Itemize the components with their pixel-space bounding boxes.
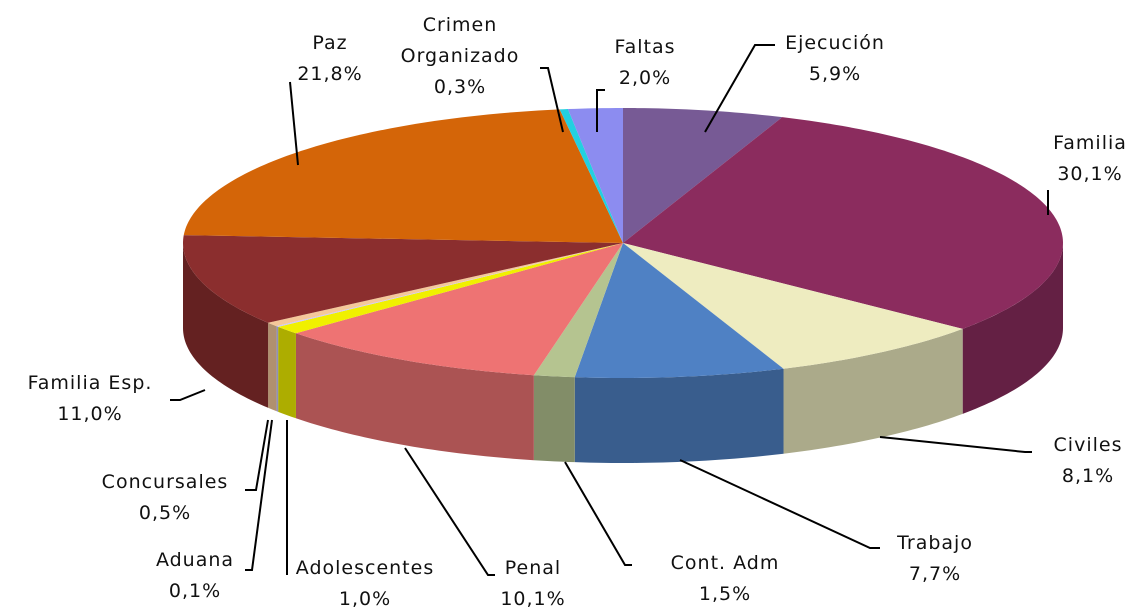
- pie-wall: [268, 322, 277, 412]
- leader-line: [564, 461, 632, 566]
- value-label: 2,0%: [618, 67, 672, 89]
- category-label: Cont. Adm: [670, 552, 780, 574]
- slice-label: Penal 10,1%: [473, 553, 593, 615]
- pie-slice: [276, 243, 623, 327]
- leader-line: [289, 81, 299, 166]
- pie-wall: [276, 326, 279, 412]
- pie-slice: [623, 243, 963, 369]
- slice-label: Crimen Organizado 0,3%: [375, 10, 545, 103]
- leader-line: [170, 389, 206, 401]
- slice-label: Adolescentes 1,0%: [275, 553, 455, 615]
- value-label: 1,0%: [338, 588, 392, 610]
- pie-wall: [783, 328, 963, 454]
- category-label: Aduana: [155, 549, 235, 571]
- value-label: 0,5%: [138, 502, 192, 524]
- category-label: Familia: [1053, 132, 1127, 154]
- value-label: 11,0%: [57, 403, 123, 425]
- pie-wall: [962, 243, 1063, 414]
- pie-slice: [574, 243, 784, 378]
- category-label: Ejecución: [785, 32, 885, 54]
- pie-slice: [183, 109, 623, 243]
- slice-label: Aduana 0,1%: [135, 545, 255, 607]
- slice-label: Faltas 2,0%: [585, 32, 705, 94]
- slice-label: Trabajo 7,7%: [865, 528, 1005, 590]
- leader-line: [245, 419, 273, 571]
- category-label: Civiles: [1053, 434, 1123, 456]
- category-label: Familia Esp.: [27, 372, 153, 394]
- category-label: Concursales: [101, 471, 229, 493]
- category-label: Crimen Organizado: [400, 14, 520, 67]
- category-label: Trabajo: [897, 532, 973, 554]
- value-label: 5,9%: [808, 63, 862, 85]
- slice-label: Ejecución 5,9%: [755, 28, 915, 90]
- category-label: Paz: [312, 32, 348, 54]
- pie-slice: [183, 235, 623, 323]
- leader-line: [596, 89, 605, 132]
- pie-slice: [559, 109, 623, 243]
- pie-wall: [295, 333, 534, 461]
- value-label: 7,7%: [908, 563, 962, 585]
- leader-line: [704, 44, 775, 133]
- leader-line: [245, 419, 269, 491]
- value-label: 10,1%: [500, 588, 566, 610]
- pie-slice: [623, 108, 783, 243]
- value-label: 0,1%: [168, 580, 222, 602]
- slice-label: Paz 21,8%: [270, 28, 390, 90]
- category-label: Faltas: [614, 36, 676, 58]
- pie-slice: [295, 243, 623, 376]
- pie-wall: [574, 368, 784, 463]
- slice-label: Civiles 8,1%: [1028, 430, 1138, 492]
- value-label: 21,8%: [297, 63, 363, 85]
- pie-slice: [567, 108, 623, 243]
- slice-label: Familia Esp. 11,0%: [0, 368, 180, 430]
- slice-label: Cont. Adm 1,5%: [655, 548, 795, 610]
- leader-line: [879, 436, 1032, 453]
- value-label: 30,1%: [1057, 163, 1123, 185]
- pie-wall: [183, 243, 269, 408]
- pie-slice: [268, 243, 623, 327]
- leader-line: [679, 459, 880, 549]
- category-label: Adolescentes: [295, 557, 435, 579]
- slice-label: Familia 30,1%: [1030, 128, 1138, 190]
- value-label: 8,1%: [1061, 465, 1115, 487]
- leader-line: [540, 67, 564, 133]
- category-label: Penal: [504, 557, 562, 579]
- pie-slice: [533, 243, 623, 378]
- pie-wall: [533, 375, 575, 463]
- value-label: 1,5%: [698, 583, 752, 605]
- slice-label: Concursales 0,5%: [75, 467, 255, 529]
- pie-slice: [623, 117, 1063, 329]
- leader-line: [404, 447, 495, 576]
- value-label: 0,3%: [433, 76, 487, 98]
- pie-slice: [278, 243, 623, 334]
- pie-wall: [278, 326, 296, 419]
